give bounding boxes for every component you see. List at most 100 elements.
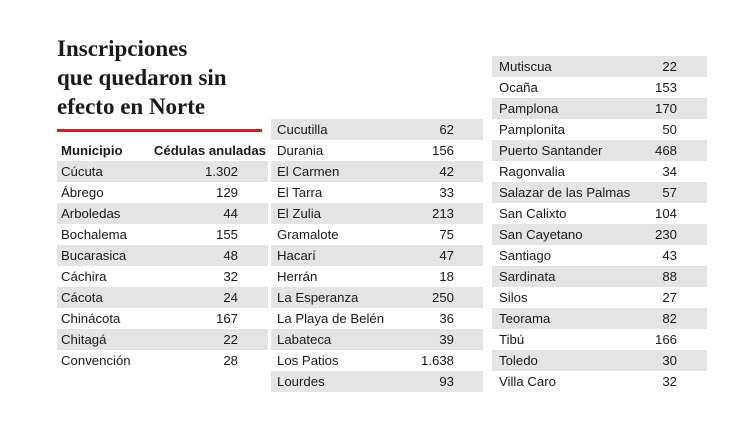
municipio-name: Pamplonita [499,122,565,137]
cedulas-value: 44 [223,206,238,221]
table-row: La Playa de Belén 36 [271,308,483,329]
cedulas-value: 230 [654,227,677,242]
municipio-name: Ocaña [499,80,538,95]
table-row: Gramalote 75 [271,224,483,245]
cedulas-value: 32 [662,374,677,389]
table-row: Chitagá 22 [57,329,268,350]
cedulas-value: 36 [439,311,454,326]
municipio-name: Ábrego [61,185,104,200]
table-row: Los Patios 1.638 [271,350,483,371]
table-row: San Calixto 104 [492,203,707,224]
table-row: Pamplonita 50 [492,119,707,140]
cedulas-value: 50 [662,122,677,137]
cedulas-value: 82 [662,311,677,326]
table-row: Ocaña 153 [492,77,707,98]
municipio-name: Sardinata [499,269,556,284]
table-row: San Cayetano 230 [492,224,707,245]
cedulas-value: 30 [662,353,677,368]
cedulas-value: 62 [439,122,454,137]
cedulas-value: 213 [431,206,454,221]
cedulas-value: 93 [439,374,454,389]
cedulas-value: 155 [215,227,238,242]
table-row: Teorama 82 [492,308,707,329]
cedulas-value: 468 [654,143,677,158]
cedulas-value: 153 [654,80,677,95]
cedulas-value: 24 [223,290,238,305]
municipio-name: Labateca [277,332,332,347]
table-row: Durania 156 [271,140,483,161]
municipio-name: Arboledas [61,206,121,221]
cedulas-value: 39 [439,332,454,347]
municipio-name: Hacarí [277,248,316,263]
cedulas-value: 47 [439,248,454,263]
municipio-name: San Calixto [499,206,567,221]
table-row: El Carmen 42 [271,161,483,182]
cedulas-value: 48 [223,248,238,263]
municipio-name: La Playa de Belén [277,311,385,326]
cedulas-value: 43 [662,248,677,263]
municipio-name: Lourdes [277,374,325,389]
municipio-name: Ragonvalia [499,164,565,179]
table-row: Bucarasica 48 [57,245,268,266]
table-row: Sardinata 88 [492,266,707,287]
municipio-name: Convención [61,353,131,368]
cedulas-value: 22 [223,332,238,347]
table-row: Salazar de las Palmas 57 [492,182,707,203]
table-row: Hacarí 47 [271,245,483,266]
municipio-name: Chitagá [61,332,107,347]
municipio-name: Los Patios [277,353,339,368]
cedulas-value: 250 [431,290,454,305]
cedulas-value: 1.302 [204,164,238,179]
table-row: Lourdes 93 [271,371,483,392]
cedulas-value: 34 [662,164,677,179]
table-row: El Tarra 33 [271,182,483,203]
title-divider [57,129,262,132]
page-title: Inscripciones que quedaron sin efecto en… [57,36,227,119]
municipio-name: Santiago [499,248,552,263]
table-row: Ábrego 129 [57,182,268,203]
municipio-name: Puerto Santander [499,143,603,158]
table-row: Santiago 43 [492,245,707,266]
table-row: Tibú 166 [492,329,707,350]
cedulas-value: 28 [223,353,238,368]
municipio-name: Teorama [499,311,551,326]
cedulas-value: 166 [654,332,677,347]
municipio-name: Chinácota [61,311,121,326]
municipio-name: Gramalote [277,227,339,242]
cedulas-value: 1.638 [420,353,454,368]
municipio-name: San Cayetano [499,227,583,242]
header-cedulas-anuladas: Cédulas anuladas [153,143,266,158]
municipio-name: Bucarasica [61,248,127,263]
table-column-2: Cucutilla 62 Durania 156 El Carmen 42 El Tarra… [271,119,483,392]
cedulas-value: 170 [654,101,677,116]
table-row: Cúcuta 1.302 [57,161,268,182]
municipio-name: Villa Caro [499,374,556,389]
cedulas-value: 129 [215,185,238,200]
table-row: Ragonvalia 34 [492,161,707,182]
cedulas-value: 167 [215,311,238,326]
table-row: Puerto Santander 468 [492,140,707,161]
municipio-name: Salazar de las Palmas [499,185,631,200]
cedulas-value: 32 [223,269,238,284]
municipio-name: Durania [277,143,324,158]
cedulas-value: 42 [439,164,454,179]
table-row: Toledo 30 [492,350,707,371]
table-row: Silos 27 [492,287,707,308]
municipio-name: Pamplona [499,101,559,116]
table-row: Mutiscua 22 [492,56,707,77]
municipio-name: Cáchira [61,269,107,284]
table-row: La Esperanza 250 [271,287,483,308]
cedulas-value: 22 [662,59,677,74]
municipio-name: Bochalema [61,227,127,242]
municipio-name: Mutiscua [499,59,552,74]
municipio-name: Herrán [277,269,318,284]
cedulas-value: 75 [439,227,454,242]
table-row: Cácota 24 [57,287,268,308]
table-row: Pamplona 170 [492,98,707,119]
table-column-3: Mutiscua 22 Ocaña 153 Pamplona 170 Pamplonita 5… [492,56,707,392]
table-row: Chinácota 167 [57,308,268,329]
municipio-name: Cucutilla [277,122,328,137]
municipio-name: Cácota [61,290,103,305]
table-row: Labateca 39 [271,329,483,350]
municipio-name: El Tarra [277,185,323,200]
